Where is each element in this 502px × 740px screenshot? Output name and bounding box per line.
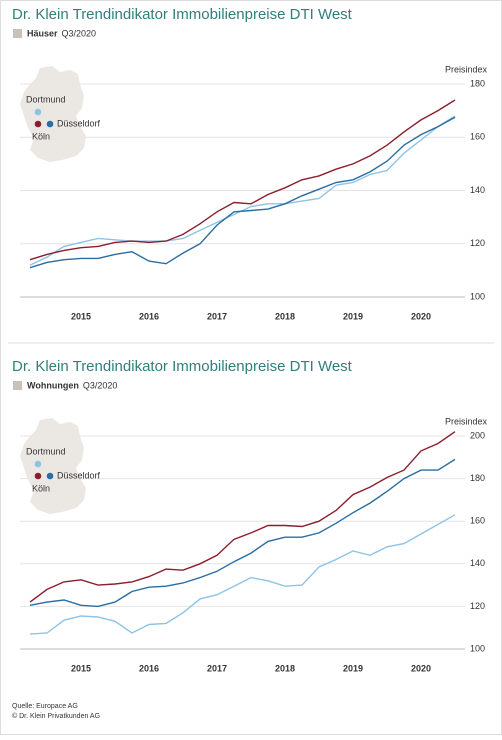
- x-tick-label: 2018: [275, 311, 295, 321]
- y-tick-label: 100: [470, 291, 485, 301]
- x-tick-label: 2019: [343, 663, 363, 673]
- y-tick-label: 180: [470, 473, 485, 483]
- x-tick-label: 2017: [207, 311, 227, 321]
- y-tick-label: 180: [470, 78, 485, 88]
- line-series: [29, 116, 456, 269]
- x-tick-label: 2019: [343, 311, 363, 321]
- legend-label: Köln: [32, 483, 50, 493]
- y-tick-label: 120: [470, 601, 485, 611]
- source: Quelle: Europace AG: [12, 703, 78, 710]
- line-series: [29, 458, 456, 608]
- line-series: [29, 514, 456, 635]
- y-tick-label: 160: [470, 132, 485, 142]
- line-series: [29, 99, 456, 261]
- subtitle: Häuser: [27, 28, 58, 38]
- subtitle-swatch: [13, 29, 22, 38]
- y-tick-label: 140: [470, 185, 485, 195]
- period: Q3/2020: [83, 380, 118, 390]
- legend-marker: [46, 120, 54, 128]
- legend-marker: [34, 460, 42, 468]
- y-axis-label: Preisindex: [445, 416, 488, 426]
- legend-marker: [34, 472, 42, 480]
- y-tick-label: 200: [470, 430, 485, 440]
- x-tick-label: 2016: [139, 663, 159, 673]
- legend-marker: [46, 472, 54, 480]
- copyright: © Dr. Klein Privatkunden AG: [12, 712, 100, 720]
- y-tick-label: 140: [470, 558, 485, 568]
- x-tick-label: 2015: [71, 663, 91, 673]
- y-tick-label: 160: [470, 516, 485, 526]
- x-tick-label: 2020: [411, 663, 431, 673]
- y-tick-label: 100: [470, 643, 485, 653]
- x-tick-label: 2018: [275, 663, 295, 673]
- legend-label: Köln: [32, 131, 50, 141]
- line-series: [29, 431, 456, 603]
- legend-marker: [34, 108, 42, 116]
- y-tick-label: 120: [470, 238, 485, 248]
- map: [20, 66, 86, 162]
- map: [20, 418, 86, 514]
- y-axis-label: Preisindex: [445, 64, 488, 74]
- legend-label: Dortmund: [26, 94, 66, 104]
- subtitle-swatch: [13, 381, 22, 390]
- x-tick-label: 2017: [207, 663, 227, 673]
- x-tick-label: 2015: [71, 311, 91, 321]
- legend-label: Düsseldorf: [57, 470, 101, 480]
- legend-marker: [34, 120, 42, 128]
- chart-title: Dr. Klein Trendindikator Immobilienpreis…: [12, 358, 353, 375]
- legend-label: Düsseldorf: [57, 118, 101, 128]
- legend-label: Dortmund: [26, 446, 66, 456]
- x-tick-label: 2016: [139, 311, 159, 321]
- x-tick-label: 2020: [411, 311, 431, 321]
- chart-title: Dr. Klein Trendindikator Immobilienpreis…: [12, 6, 353, 23]
- period: Q3/2020: [62, 28, 97, 38]
- subtitle: Wohnungen: [27, 380, 79, 390]
